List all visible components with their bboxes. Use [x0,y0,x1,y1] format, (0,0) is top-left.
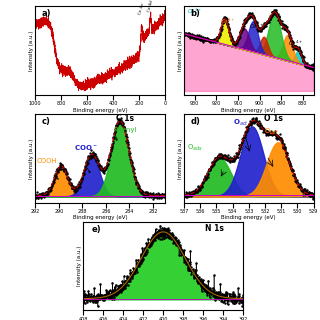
Text: O 1s: O 1s [264,114,283,123]
Text: Ce$^{3+}$: Ce$^{3+}$ [187,6,202,16]
Text: c): c) [42,117,51,126]
Text: C 1s: C 1s [116,114,133,123]
Text: Phenyl: Phenyl [113,127,136,133]
Y-axis label: Intensity (a.u.): Intensity (a.u.) [29,30,34,71]
Text: b): b) [190,9,200,18]
Text: COOH: COOH [36,158,57,164]
Text: N 1s: N 1s [205,224,224,233]
X-axis label: Binding energy (eV): Binding energy (eV) [73,108,127,113]
Text: Ce$^{4+}$: Ce$^{4+}$ [249,21,264,31]
Text: e): e) [91,225,101,234]
Text: Ce$^{4+}$: Ce$^{4+}$ [288,39,303,48]
X-axis label: Binding energy (eV): Binding energy (eV) [221,215,276,220]
Text: Ce 4p: Ce 4p [138,3,145,15]
X-axis label: Binding energy (eV): Binding energy (eV) [221,108,276,113]
Y-axis label: Intensity (a.u.): Intensity (a.u.) [77,246,82,286]
Text: Ce$^{3+}$: Ce$^{3+}$ [220,17,236,26]
Y-axis label: Intensity (a.u.): Intensity (a.u.) [178,30,183,71]
X-axis label: Binding energy (eV): Binding energy (eV) [73,215,127,220]
Text: O$_{ads}$: O$_{ads}$ [187,142,203,153]
Text: a): a) [42,9,51,18]
Text: O$_{latt}$: O$_{latt}$ [264,127,280,137]
Text: Ce 4d: Ce 4d [147,0,154,12]
Text: COO$^-$: COO$^-$ [74,142,98,152]
Text: d): d) [190,117,200,126]
Y-axis label: Intensity (a.u.): Intensity (a.u.) [29,138,34,179]
Y-axis label: Intensity (a.u.): Intensity (a.u.) [178,138,183,179]
Text: O$_{act}$: O$_{act}$ [233,118,249,128]
